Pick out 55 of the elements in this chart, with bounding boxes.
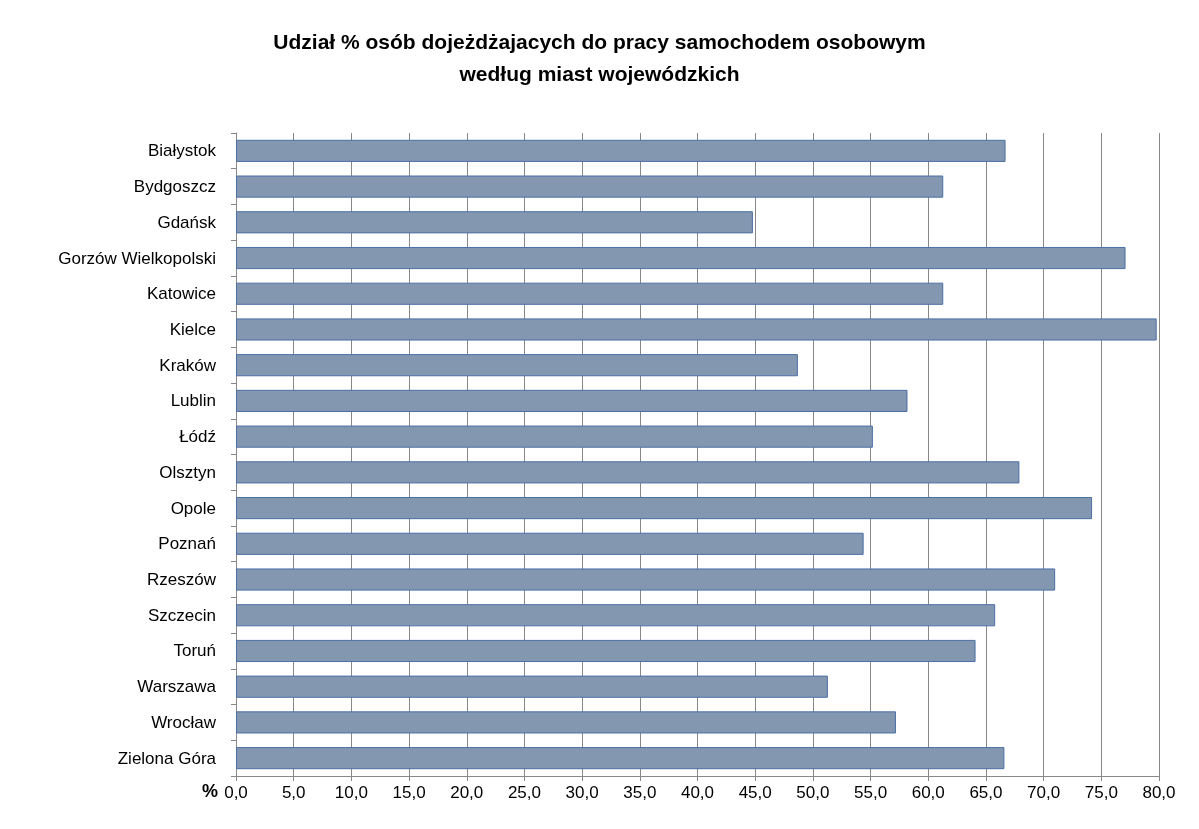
bar [236, 711, 896, 734]
y-tick-label: Bydgoszcz [133, 177, 216, 197]
y-tick-label: Opole [170, 498, 216, 518]
y-tick-label: Kraków [159, 355, 217, 375]
x-tick-label: 20,0 [450, 783, 484, 802]
y-tick-label: Łódź [179, 427, 216, 447]
x-tick-label: 15,0 [392, 783, 426, 802]
bar [236, 139, 1006, 162]
y-tick-label: Białystok [147, 141, 217, 161]
y-tick-label: Rzeszów [147, 570, 217, 590]
bar [236, 639, 976, 663]
x-tick-label: 40,0 [680, 783, 715, 802]
chart-title: Udział % osób dojeżdżajacych do pracy samochodem osobowym według miast wojewódzkich [273, 29, 926, 85]
bar [236, 354, 798, 377]
bar [236, 425, 873, 448]
y-tick-label: Wrocław [151, 712, 217, 732]
bar [236, 389, 908, 412]
y-tick-label: Zielona Góra [117, 748, 217, 768]
bar [236, 497, 1093, 520]
y-tick-label: Gdańsk [157, 212, 217, 232]
bar [236, 675, 828, 698]
bar [236, 318, 1157, 341]
bar [236, 175, 944, 198]
x-tick-label: 65,0 [969, 783, 1003, 802]
x-tick-label: 0,0 [224, 783, 248, 802]
x-tick-label: 35,0 [623, 783, 657, 802]
y-tick-label: Katowice [147, 284, 216, 304]
y-tick-label: Poznań [158, 534, 216, 554]
x-tick-label: 75,0 [1084, 783, 1118, 802]
bar [236, 604, 996, 627]
y-tick-label: Toruń [173, 641, 216, 661]
bar [236, 211, 753, 234]
bar [236, 568, 1056, 591]
y-tick-label: Olsztyn [159, 462, 216, 482]
y-tick-label: Gorzów Wielkopolski [58, 248, 216, 268]
x-tick-label: 10,0 [334, 783, 368, 802]
x-tick-label: 5,0 [281, 783, 306, 802]
x-tick-label: 80,0 [1142, 783, 1176, 802]
x-tick-label: 45,0 [738, 783, 772, 802]
bar [236, 747, 1005, 770]
y-tick-label: Kielce [169, 319, 216, 339]
x-tick-label: 30,0 [565, 783, 599, 802]
x-axis-title: % [201, 781, 218, 801]
x-tick-label: 70,0 [1027, 783, 1061, 802]
x-tick-label: 55,0 [854, 783, 888, 802]
y-tick-label: Warszawa [137, 677, 217, 697]
y-tick-label: Lublin [170, 391, 216, 411]
bar [236, 461, 1020, 484]
y-tick-label: Szczecin [147, 605, 216, 625]
bar [236, 246, 1126, 270]
x-tick-label: 50,0 [796, 783, 830, 802]
x-tick-label: 60,0 [911, 783, 945, 802]
bar [236, 282, 944, 305]
x-tick-label: 25,0 [507, 783, 541, 802]
bar [236, 532, 864, 555]
